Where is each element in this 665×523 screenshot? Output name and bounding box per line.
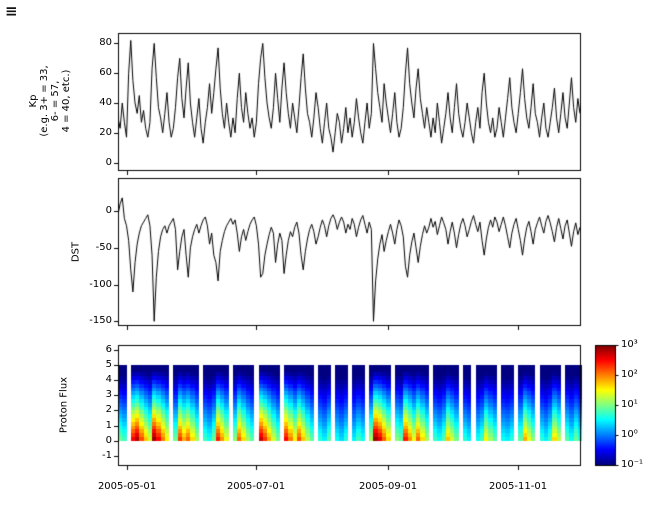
colorbar-tick-label: 10⁰ bbox=[621, 429, 638, 440]
kp-axis-label: Kp (e.g. 3+ = 33, 6- = 57, 4 = 40, etc.) bbox=[28, 65, 72, 136]
kp-axis-label-line: 4 = 40, etc.) bbox=[61, 69, 72, 133]
proton-flux-heatmap bbox=[110, 337, 588, 473]
dst-y-tick-label: -150 bbox=[89, 315, 112, 326]
kp-axis-label-line: Kp bbox=[28, 94, 39, 108]
x-tick-label: 2005-07-01 bbox=[226, 481, 286, 492]
kp-y-tick-label: 40 bbox=[99, 97, 112, 108]
kp-axis-label-line: (e.g. 3+ = 33, bbox=[39, 65, 50, 137]
menu-icon[interactable]: ≡ bbox=[5, 2, 18, 20]
kp-axis-label-line: 6- = 57, bbox=[50, 80, 61, 122]
colorbar-tick-label: 10⁻¹ bbox=[621, 459, 644, 470]
kp-y-tick-label: 0 bbox=[105, 157, 112, 168]
proton_flux-y-tick-label: 5 bbox=[105, 359, 112, 370]
proton_flux-y-tick-label: 2 bbox=[105, 404, 112, 415]
x-tick-label: 2005-09-01 bbox=[358, 481, 418, 492]
kp-chart bbox=[110, 25, 588, 178]
colorbar-tick-label: 10³ bbox=[621, 339, 638, 350]
dst-chart bbox=[110, 170, 588, 333]
kp-y-tick-label: 80 bbox=[99, 37, 112, 48]
x-tick-label: 2005-11-01 bbox=[488, 481, 548, 492]
dst-y-tick-label: -100 bbox=[89, 279, 112, 290]
proton_flux-y-tick-label: 0 bbox=[105, 435, 112, 446]
dst-y-tick-label: -50 bbox=[95, 242, 112, 253]
kp-y-tick-label: 20 bbox=[99, 127, 112, 138]
colorbar-tick-label: 10² bbox=[621, 369, 638, 380]
proton_flux-y-tick-label: 3 bbox=[105, 389, 112, 400]
proton_flux-y-tick-label: 6 bbox=[105, 344, 112, 355]
x-tick-label: 2005-05-01 bbox=[97, 481, 157, 492]
colorbar bbox=[587, 337, 623, 473]
kp-y-tick-label: 60 bbox=[99, 67, 112, 78]
dst-y-tick-label: 0 bbox=[105, 205, 112, 216]
proton-flux-axis-label: Proton Flux bbox=[58, 376, 70, 434]
proton_flux-y-tick-label: -1 bbox=[102, 450, 112, 461]
proton_flux-y-tick-label: 1 bbox=[105, 420, 112, 431]
colorbar-tick-label: 10¹ bbox=[621, 399, 638, 410]
proton_flux-y-tick-label: 4 bbox=[105, 374, 112, 385]
